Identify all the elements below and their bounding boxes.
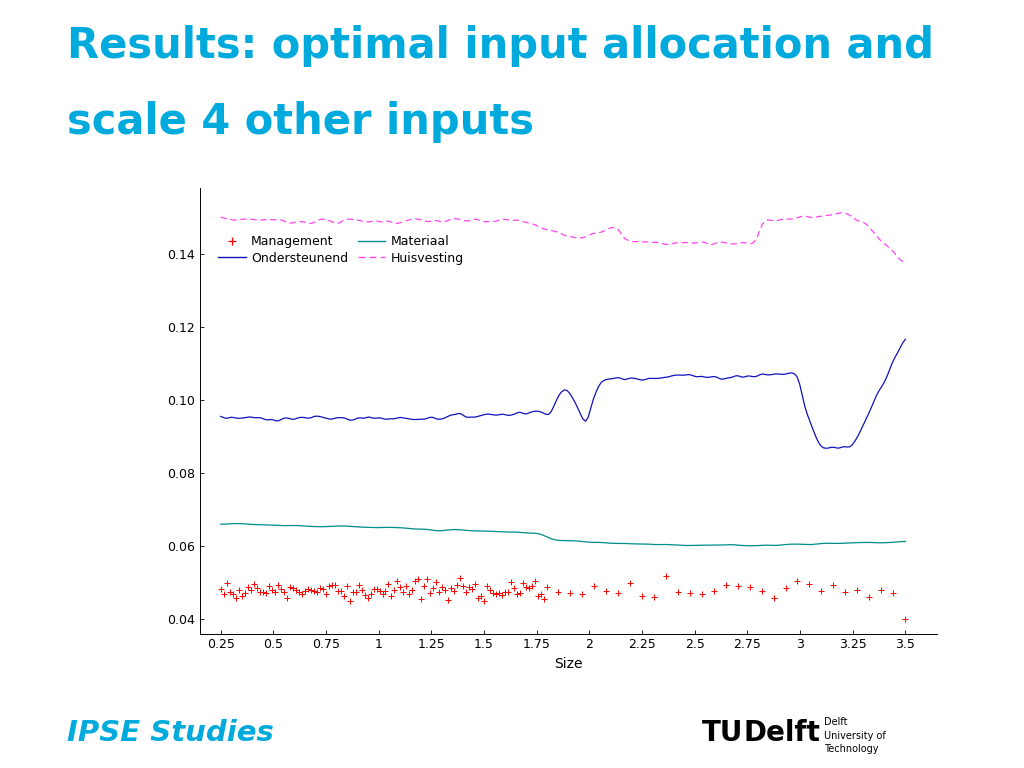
Text: Technology: Technology: [824, 744, 879, 754]
X-axis label: Size: Size: [554, 657, 583, 671]
Text: IPSE Studies: IPSE Studies: [67, 719, 273, 746]
Text: Delft: Delft: [824, 717, 848, 727]
Text: scale 4 other inputs: scale 4 other inputs: [67, 101, 534, 144]
Text: Delft: Delft: [743, 719, 820, 746]
Text: TU: TU: [701, 719, 742, 746]
Text: Results: optimal input allocation and: Results: optimal input allocation and: [67, 25, 934, 68]
Legend: Management, Ondersteunend, Materiaal, Huisvesting: Management, Ondersteunend, Materiaal, Hu…: [213, 230, 469, 270]
Text: University of: University of: [824, 730, 886, 740]
